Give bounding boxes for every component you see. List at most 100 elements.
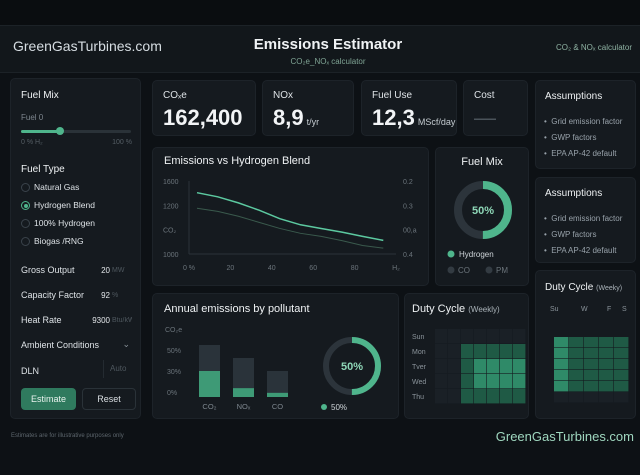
brand-logo[interactable]: GreenGasTurbines.com (13, 38, 162, 54)
duty-title-text: Duty Cycle (412, 303, 466, 315)
slider-max: 100 % (112, 139, 132, 146)
heatmap-cell (500, 374, 513, 389)
legend-label: PM (496, 266, 508, 275)
x-tick-label: 40 (268, 265, 276, 272)
assumption-item: • GWP factors (544, 230, 597, 239)
heatmap-cell (513, 359, 526, 374)
dln-input[interactable]: Auto (103, 360, 135, 378)
heatmap-cell (569, 348, 584, 359)
heatmap-cell (599, 370, 614, 381)
footer-brand[interactable]: GreenGasTurbines.com (495, 429, 634, 444)
heatmap-cell (461, 344, 474, 359)
slider-fill (21, 130, 60, 133)
x-tick-label: CO₂ (202, 402, 216, 411)
legend-label: CO (458, 266, 470, 275)
heatmap-cell (500, 329, 513, 344)
heatmap-cell (435, 374, 448, 389)
col-label: F (607, 306, 611, 313)
x-tick-label: 20 (227, 265, 235, 272)
assumption-text: EPA AP-42 default (551, 246, 617, 255)
field-input[interactable]: 92 (101, 291, 110, 300)
heatmap-cell (474, 344, 487, 359)
heatmap-cell (461, 389, 474, 404)
fuel-type-label: Hydrogen Blend (34, 200, 95, 210)
heatmap-cell (474, 389, 487, 404)
fuel-slider[interactable] (21, 127, 131, 135)
fuel-type-label: Natural Gas (34, 182, 80, 192)
heatmap-cell (513, 344, 526, 359)
fuel-type-label: 100% Hydrogen (34, 218, 95, 228)
heatmap-cell (554, 337, 569, 348)
heatmap-cell (569, 337, 584, 348)
heatmap-cell (554, 370, 569, 381)
donut-center-label: 50% (472, 205, 494, 217)
fuel-type-label: Biogas /RNG (34, 236, 84, 246)
heatmap-cell (554, 392, 569, 403)
field-unit: % (112, 292, 119, 299)
heatmap-cell (554, 348, 569, 359)
heatmap-cell (435, 359, 448, 374)
heatmap-cell (584, 359, 599, 370)
col-label: W (581, 306, 588, 313)
radio-button[interactable] (21, 219, 30, 228)
heatmap-cell (500, 344, 513, 359)
kpi-card: Cost — (463, 80, 528, 136)
y-tick-label: 0% (167, 390, 177, 397)
assumption-item: • Grid emission factor (544, 117, 623, 126)
kpi-number: — (474, 105, 496, 130)
x-tick-label: 0 % (183, 265, 195, 272)
heatmap-cell (461, 374, 474, 389)
fuel-mix-heading: Fuel Mix (21, 90, 59, 101)
header: GreenGasTurbines.com Emissions Estimator… (0, 25, 640, 73)
duty-cycle-title-2: Duty Cycle (Weeky) (545, 282, 622, 293)
duty-title-text: Duty Cycle (545, 282, 594, 293)
kpi-label: Cost (474, 90, 495, 101)
x-tick-label: 80 (351, 265, 359, 272)
assumption-item: • EPA AP-42 default (544, 246, 617, 255)
heatmap-cell (435, 389, 448, 404)
heatmap-cell (599, 359, 614, 370)
reset-button[interactable]: Reset (82, 388, 136, 410)
assumption-text: EPA AP-42 default (551, 149, 617, 158)
top-bar (0, 0, 640, 25)
dln-label: DLN (21, 366, 40, 376)
legend-label: Hydrogen (459, 250, 494, 259)
heatmap-cell (448, 389, 461, 404)
heatmap-cell (614, 370, 629, 381)
chevron-down-icon[interactable]: ⌄ (122, 339, 130, 349)
y2-tick-label: 0.2 (403, 179, 413, 186)
assumption-text: GWP factors (551, 133, 597, 142)
bar-value (199, 371, 220, 397)
radio-button[interactable] (21, 201, 30, 210)
field-label: Capacity Factor (21, 290, 85, 300)
field-input[interactable]: 9300 (92, 316, 110, 325)
heatmap-cell (487, 329, 500, 344)
kpi-card: Fuel Use 12,3 MScf/day (361, 80, 457, 136)
heatmap-cell (554, 381, 569, 392)
radio-button[interactable] (21, 237, 30, 246)
slider-handle[interactable] (55, 127, 64, 135)
row-label: Mon (412, 349, 426, 356)
assumption-text: Grid emission factor (551, 214, 623, 223)
kpi-number: 8,9 (273, 105, 304, 130)
radio-button[interactable] (21, 183, 30, 192)
field-input[interactable]: 20 (101, 266, 110, 275)
slider-min: 0 % H₂ (21, 139, 43, 146)
bar-total (267, 371, 288, 397)
heatmap-cell (461, 329, 474, 344)
heatmap-cell (500, 359, 513, 374)
heatmap-cell (584, 337, 599, 348)
heatmap-cell (448, 329, 461, 344)
estimate-button[interactable]: Estimate (21, 388, 76, 410)
row-label: Wed (412, 379, 426, 386)
assumption-text: GWP factors (551, 230, 597, 239)
kpi-value: 162,400 (163, 105, 246, 131)
field-unit: MW (112, 267, 125, 274)
heatmap-cell (513, 329, 526, 344)
slider-label: Fuel 0 (21, 113, 44, 122)
legend-dot (321, 404, 327, 410)
ambient-conditions-label[interactable]: Ambient Conditions (21, 340, 100, 350)
annual-emissions-panel: Annual emissions by pollutant CO₂e 50% 30%… (152, 293, 399, 419)
heatmap-cell (474, 374, 487, 389)
assumption-item: • GWP factors (544, 133, 597, 142)
